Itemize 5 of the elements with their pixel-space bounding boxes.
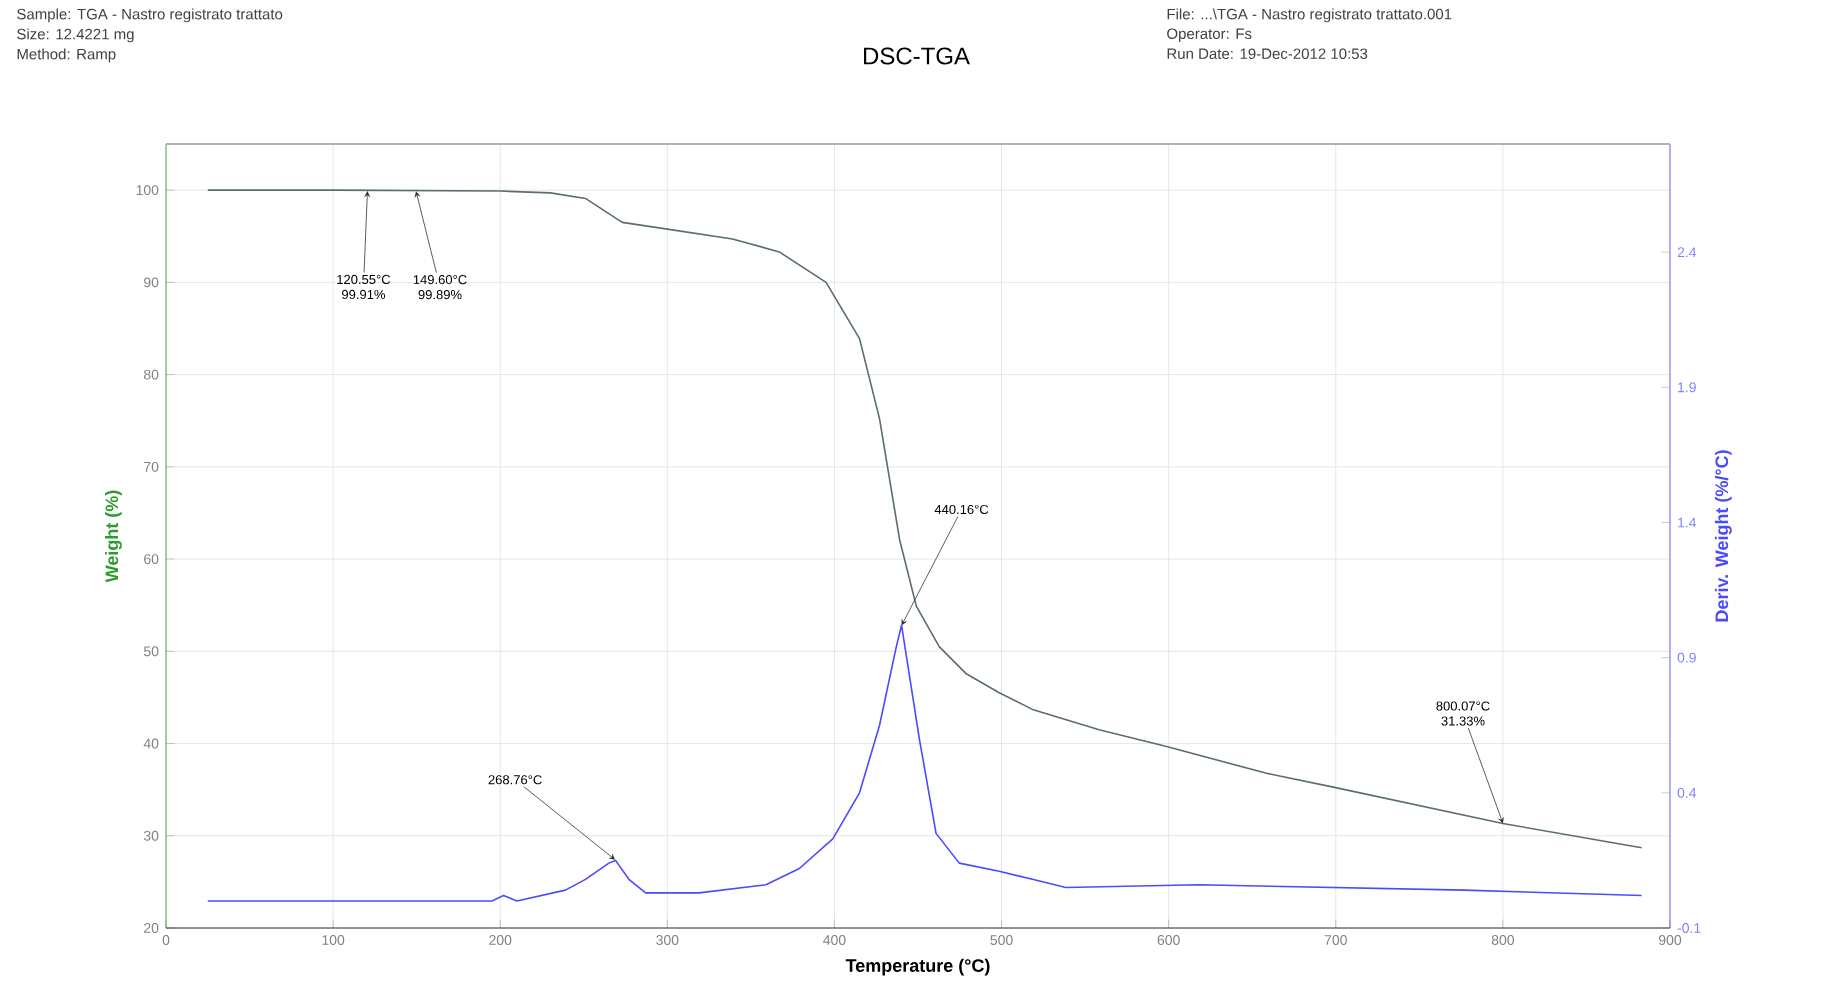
y-axis-title: Weight (%)	[104, 490, 122, 583]
y2-axis-title: Deriv. Weight (%/°C)	[1714, 450, 1732, 622]
x-axis-title: Temperature (°C)	[845, 958, 990, 976]
chart-title: DSC-TGA	[863, 47, 970, 65]
line-series	[206, 189, 1643, 849]
